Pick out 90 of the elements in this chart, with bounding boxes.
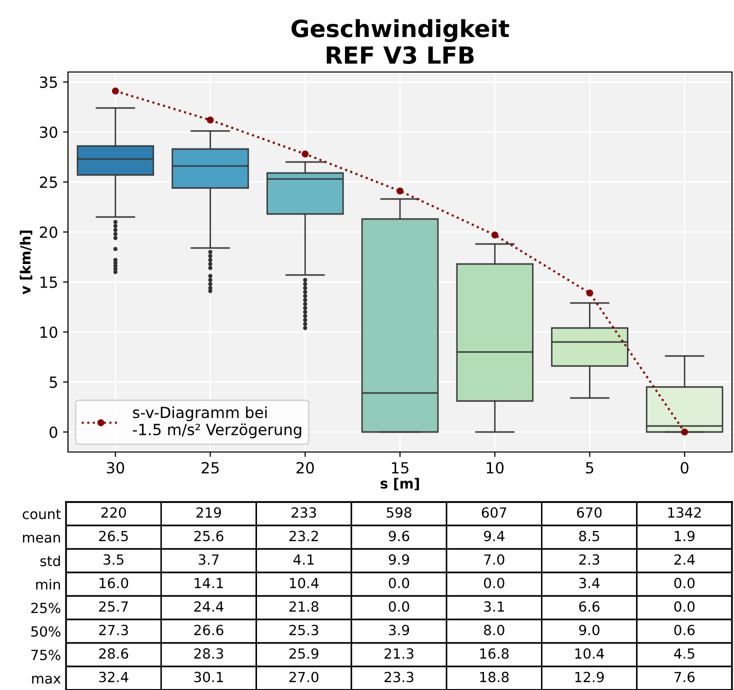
- y-tick-label: 20: [40, 226, 58, 238]
- y-tick-label: mean: [23, 534, 60, 543]
- y-tick-label: 30: [40, 126, 58, 138]
- data-label: 28.3: [194, 648, 224, 659]
- data-label: 12.9: [575, 672, 604, 682]
- data-label: 3.7: [198, 554, 219, 565]
- data-label: 21.3: [384, 648, 414, 659]
- data-label: 9.9: [388, 554, 410, 565]
- data-label: 7.6: [674, 672, 695, 682]
- point: [586, 290, 594, 296]
- x-tick-label: 20: [296, 462, 314, 474]
- data-label: 14.1: [194, 578, 223, 588]
- data-label: 2.4: [674, 554, 695, 565]
- legend-label: s-v-Diagramm bei -1.5 m/s² Verzögerung: [132, 406, 302, 438]
- data-label: 4.1: [293, 554, 314, 565]
- data-label: 16.8: [480, 648, 509, 659]
- data-label: 16.0: [100, 578, 128, 588]
- data-label: 24.4: [194, 601, 224, 612]
- point: [206, 116, 214, 124]
- y-tick-label: 15: [40, 276, 57, 288]
- data-label: 3.4: [579, 578, 600, 588]
- data-label: 7.0: [484, 554, 504, 565]
- x-tick-label: 25: [202, 462, 219, 474]
- data-label: 0.0: [674, 601, 695, 612]
- data-label: 670: [577, 507, 602, 518]
- y-axis-title: v [km/h]: [20, 230, 32, 294]
- chart-title: Geschwindigkeit REF V3 LFB: [292, 19, 510, 64]
- data-label: 6.6: [579, 601, 600, 612]
- data-label: 8.5: [579, 530, 600, 542]
- data-label: 21.8: [289, 601, 318, 612]
- data-label: 0.0: [388, 601, 410, 612]
- y-tick-label: 75%: [31, 650, 60, 660]
- x-tick-label: 5: [586, 462, 594, 474]
- x-tick-label: 15: [392, 462, 408, 474]
- data-label: 27.3: [99, 624, 128, 636]
- x-tick-label: 10: [486, 462, 504, 474]
- point: [681, 428, 688, 436]
- data-label: 1.9: [674, 530, 694, 542]
- data-label: 607: [482, 507, 506, 518]
- data-label: 25.7: [99, 601, 128, 612]
- data-label: 9.0: [579, 624, 600, 636]
- data-label: 2.3: [579, 554, 600, 565]
- y-tick-label: 0: [50, 426, 58, 438]
- data-label: 3.1: [484, 601, 504, 612]
- data-label: 1342: [668, 507, 701, 518]
- y-tick-label: 10: [40, 326, 58, 338]
- data-label: 25.9: [289, 648, 318, 659]
- data-label: 32.4: [99, 672, 128, 682]
- y-tick-label: min: [36, 578, 60, 590]
- data-label: 25.3: [289, 624, 318, 636]
- data-label: 3.5: [104, 554, 124, 565]
- point: [112, 88, 119, 94]
- y-tick-label: 25%: [31, 602, 60, 614]
- y-tick-label: 35: [40, 76, 57, 88]
- data-label: 10.4: [290, 578, 319, 588]
- y-tick-label: 25: [40, 176, 57, 188]
- data-label: 233: [292, 507, 316, 518]
- data-label: 25.6: [194, 530, 224, 542]
- data-label: 26.6: [194, 624, 224, 636]
- point: [302, 150, 309, 158]
- data-label: 10.4: [575, 648, 604, 659]
- y-tick-label: 5: [50, 376, 57, 388]
- data-label: 28.6: [99, 648, 128, 659]
- point: [396, 188, 404, 194]
- data-label: 0.0: [674, 578, 695, 588]
- data-label: 27.0: [289, 672, 318, 682]
- data-label: 0.0: [388, 578, 410, 588]
- point: [491, 232, 498, 238]
- y-tick-label: max: [32, 676, 61, 684]
- x-axis-title: s [m]: [380, 478, 419, 490]
- data-label: 3.9: [389, 624, 410, 636]
- data-label: 9.6: [388, 530, 410, 542]
- data-label: 0.6: [674, 624, 695, 636]
- x-tick-label: 30: [106, 462, 124, 474]
- x-tick-label: 0: [680, 462, 688, 474]
- data-label: 30.1: [194, 672, 223, 682]
- data-label: 8.0: [484, 624, 504, 636]
- data-label: 9.4: [484, 530, 504, 542]
- y-tick-label: 50%: [31, 626, 60, 637]
- y-tick-label: std: [40, 555, 60, 566]
- data-label: 23.2: [289, 530, 318, 542]
- y-tick-label: count: [22, 509, 61, 520]
- data-label: 598: [386, 507, 412, 518]
- data-label: 0.0: [484, 578, 504, 588]
- data-label: 18.8: [480, 672, 509, 682]
- data-label: 26.5: [99, 530, 128, 542]
- data-label: 219: [196, 507, 221, 518]
- data-label: 23.3: [384, 672, 414, 682]
- data-label: 220: [101, 507, 126, 518]
- data-label: 4.5: [674, 648, 694, 659]
